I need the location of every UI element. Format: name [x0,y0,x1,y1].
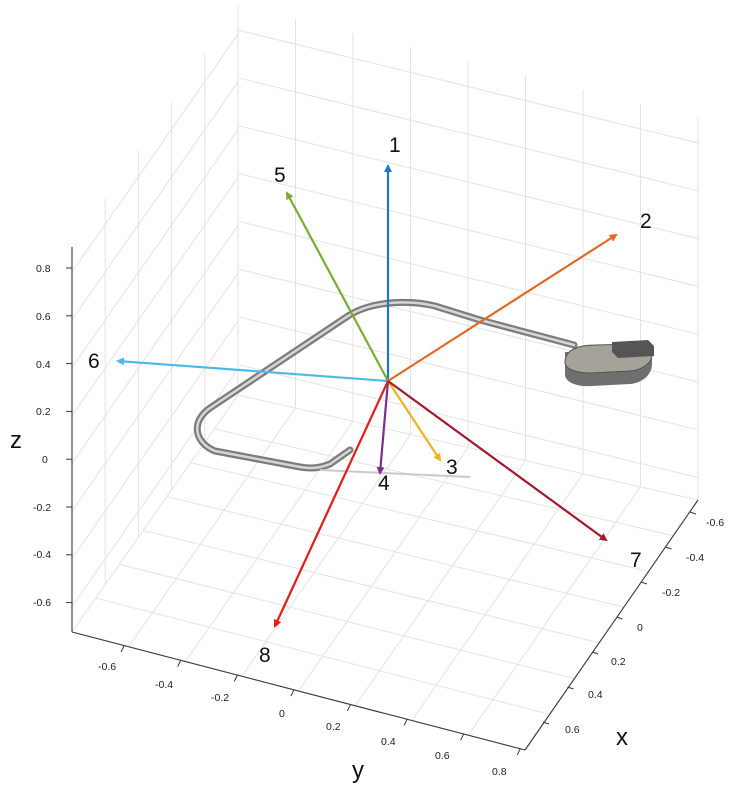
z-tick-label: 0.4 [36,359,51,371]
x-tick-mark [665,546,672,550]
x-tick-mark [591,651,599,655]
grid-line [354,460,526,707]
y-tick-label: -0.2 [211,692,229,704]
vector-3-arrow [387,380,442,462]
grid-back-left-plane [71,5,239,632]
grid-line [128,407,296,648]
x-tick-mark [616,616,623,620]
vector-5-arrow [286,191,389,382]
z-tick-label: 0.8 [36,263,51,275]
x-axis-line [524,499,699,751]
y-axis-title: y [352,757,364,784]
y-axis-line [71,631,526,751]
vector-6-label: 6 [88,350,100,373]
lead-wire-inner [196,301,576,470]
vector-6-arrow [116,357,389,383]
x-tick-label: -0.4 [686,552,704,564]
z-tick-label: 0 [42,454,48,466]
y-tick-mark [516,748,521,756]
y-tick-label: 0.2 [326,721,341,733]
y-tick-label: 0.8 [492,766,507,778]
y-tick-label: -0.4 [155,679,173,691]
x-tick-mark [640,581,648,585]
vector-1-label: 1 [389,134,401,157]
grid-line [298,447,469,692]
grid-line [214,428,674,537]
y-tick-mark [177,660,182,667]
grid-line [190,462,649,572]
z-tick-label: -0.2 [33,502,51,514]
grid-line [467,486,641,736]
grid-line [184,420,354,662]
grid-line [166,496,624,608]
vector-4-arrow [376,380,390,475]
vector-arrows [116,164,618,628]
grid-back-right-plane [237,5,699,500]
grid-line [119,563,575,680]
vector-2-label: 2 [640,210,652,233]
x-tick-label: 0.4 [588,689,603,701]
z-tick-labels: 0.8 0.6 0.4 0.2 0 -0.2 -0.4 -0.6 [33,263,51,609]
vector-7-arrow [387,380,608,542]
y-tick-mark [290,689,295,697]
z-tick-label: 0.2 [36,406,51,418]
x-tick-label: -0.6 [706,517,724,529]
z-tick-label: -0.6 [33,597,51,609]
x-tick-mark [542,721,550,725]
y-tick-label: 0.6 [435,750,450,762]
vector-3-label: 3 [446,456,458,479]
grid-line [71,129,239,368]
z-tick-label: -0.4 [33,549,51,561]
y-tick-mark [120,645,125,653]
vector-8-arrow [273,380,389,628]
grid-line [143,529,600,644]
y-tick-label: 0 [279,708,285,720]
x-tick-label: 0.6 [565,724,580,736]
y-tick-mark [460,733,465,741]
x-tick-label: -0.2 [662,587,680,599]
device-header [612,340,654,358]
y-tick-label: 0.4 [381,736,396,748]
grid-line [411,473,584,721]
grid-line [237,394,699,501]
y-tick-labels: -0.6 -0.4 -0.2 0 0.2 0.4 0.6 0.8 [98,661,507,778]
z-axis-title: z [10,427,22,454]
x-tick-mark [567,686,574,690]
vector-4-label: 4 [378,472,390,495]
x-tick-label: 0.2 [611,656,626,668]
grid-line [71,272,239,512]
device-lead [193,298,578,478]
tick-marks [66,267,697,756]
y-tick-mark [403,719,408,726]
x-tick-labels: -0.6 -0.4 -0.2 0 0.2 0.4 0.6 [565,517,724,736]
device-can [564,340,654,387]
x-axis-title: x [616,724,628,751]
vector-7-label: 7 [630,549,642,572]
z-tick-label: 0.6 [36,311,51,323]
vector-5-label: 5 [274,164,286,187]
axis-lines [71,247,699,751]
grid-line [71,177,239,416]
y-tick-mark [346,704,351,712]
grid-line [71,81,239,321]
grid-line [71,224,239,464]
y-tick-label: -0.6 [98,661,116,673]
vector-8-label: 8 [259,644,271,667]
y-tick-mark [233,675,238,682]
grid-floor-plane [71,394,699,751]
grid-line [71,33,239,273]
grid-line [95,597,550,715]
x-tick-mark [689,511,697,515]
vector-labels: 1 2 3 4 5 6 7 8 [88,134,652,667]
grid-line [71,394,239,633]
vector-2-arrow [387,233,618,382]
x-tick-label: 0 [637,622,643,634]
grid-line [71,320,239,560]
lead-wire-tail [319,469,471,478]
